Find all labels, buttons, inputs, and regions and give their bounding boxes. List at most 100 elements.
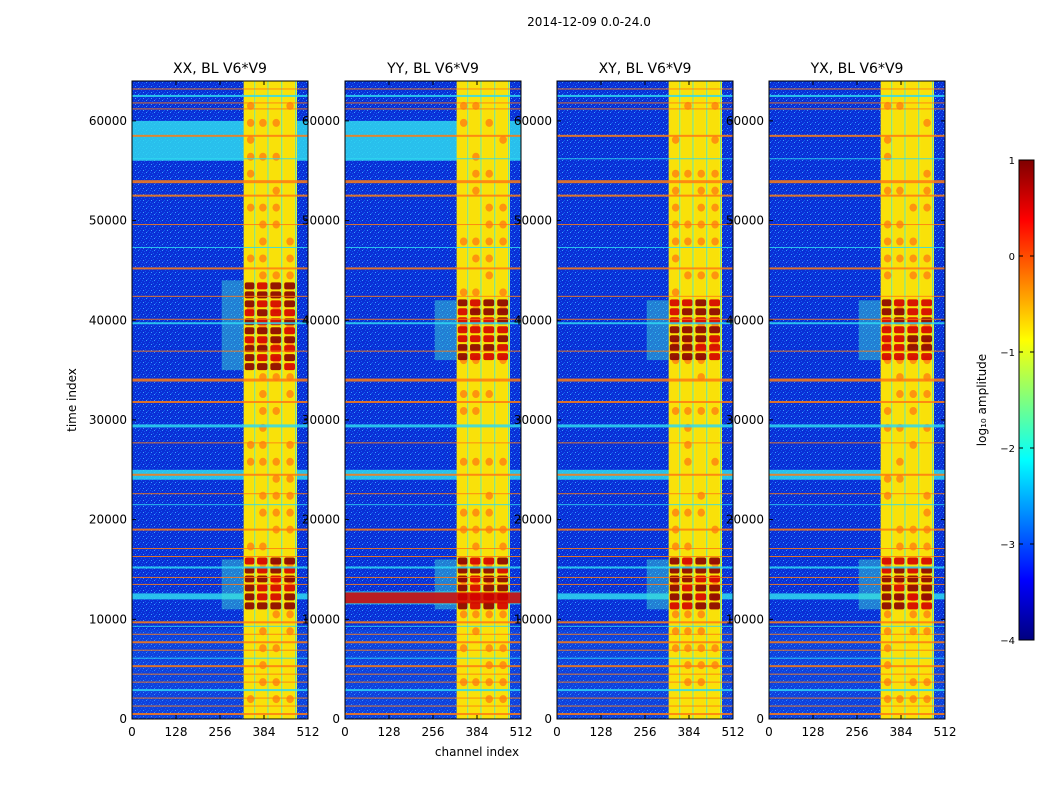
rfi-line bbox=[557, 681, 733, 683]
ripple-blob bbox=[499, 203, 507, 212]
rfi-line bbox=[132, 493, 308, 495]
colorbar-tick-label: −3 bbox=[1000, 540, 1015, 551]
ripple-blob bbox=[472, 542, 480, 551]
y-tick-label: 40000 bbox=[514, 313, 552, 327]
intensity-blob bbox=[921, 353, 933, 361]
y-tick-label: 60000 bbox=[726, 114, 764, 128]
rfi-line bbox=[769, 134, 945, 137]
ripple-blob bbox=[246, 152, 255, 161]
intensity-blob bbox=[907, 593, 919, 601]
x-tick-label: 256 bbox=[209, 725, 232, 739]
x-tick-label: 256 bbox=[846, 725, 869, 739]
rfi-line bbox=[132, 576, 308, 578]
intensity-blob bbox=[709, 326, 721, 334]
intensity-blob bbox=[270, 363, 282, 371]
intensity-blob bbox=[483, 557, 495, 565]
ripple-blob bbox=[259, 644, 267, 653]
intensity-blob bbox=[470, 299, 481, 307]
ripple-blob bbox=[883, 610, 892, 619]
rfi-line bbox=[132, 442, 308, 444]
ripple-blob bbox=[684, 457, 692, 466]
rfi-line bbox=[132, 158, 308, 160]
y-tick-label: 60000 bbox=[514, 114, 552, 128]
x-tick-label: 512 bbox=[297, 725, 320, 739]
ripple-blob bbox=[883, 152, 892, 161]
ripple-blob bbox=[711, 186, 719, 195]
intensity-blob bbox=[881, 575, 892, 583]
ripple-blob bbox=[472, 406, 480, 415]
rfi-line bbox=[345, 576, 521, 578]
rfi-line bbox=[132, 180, 308, 184]
ripple-blob bbox=[286, 440, 294, 449]
intensity-blob bbox=[244, 593, 255, 601]
intensity-blob bbox=[257, 602, 268, 610]
ripple-blob bbox=[259, 627, 267, 636]
rfi-line bbox=[557, 134, 733, 137]
intensity-blob bbox=[695, 575, 707, 583]
channel-gap bbox=[494, 81, 496, 719]
rfi-line bbox=[345, 102, 521, 104]
ripple-blob bbox=[499, 542, 507, 551]
heatmap-image bbox=[345, 81, 521, 719]
ripple-blob bbox=[671, 644, 680, 653]
intensity-blob bbox=[669, 584, 680, 592]
rfi-line bbox=[769, 224, 945, 226]
ripple-blob bbox=[909, 254, 917, 263]
intensity-blob bbox=[470, 335, 481, 343]
ripple-blob bbox=[896, 695, 904, 704]
rfi-line bbox=[557, 318, 733, 320]
intensity-blob bbox=[470, 308, 481, 316]
y-tick-label: 0 bbox=[119, 712, 127, 726]
intensity-blob bbox=[921, 557, 933, 565]
channel-subcolumn bbox=[892, 81, 904, 719]
intensity-blob bbox=[284, 282, 296, 290]
intensity-blob bbox=[270, 557, 282, 565]
rfi-line bbox=[557, 400, 733, 403]
intensity-blob bbox=[257, 309, 268, 317]
intensity-blob bbox=[470, 353, 481, 361]
rfi-line bbox=[132, 108, 308, 110]
rfi-line bbox=[345, 566, 521, 569]
panel-title: XX, BL V6*V9 bbox=[173, 61, 267, 77]
intensity-blob bbox=[483, 344, 495, 352]
ripple-blob bbox=[246, 457, 255, 466]
figure-suptitle: 2014-12-09 0.0-24.0 bbox=[527, 15, 651, 29]
ripple-blob bbox=[923, 491, 931, 500]
ripple-blob bbox=[671, 610, 680, 619]
rfi-line bbox=[345, 528, 521, 531]
channel-subcolumn bbox=[243, 81, 254, 719]
channel-gap bbox=[467, 81, 469, 719]
intensity-blob bbox=[921, 593, 933, 601]
channel-gap bbox=[254, 81, 256, 719]
ripple-blob bbox=[272, 203, 280, 212]
ripple-blob bbox=[246, 135, 255, 144]
ripple-blob bbox=[711, 457, 719, 466]
rfi-line bbox=[132, 705, 308, 707]
intensity-blob bbox=[284, 584, 296, 592]
rfi-line bbox=[557, 180, 733, 184]
heatmap-image bbox=[557, 81, 733, 719]
ripple-blob bbox=[896, 542, 904, 551]
ripple-blob bbox=[684, 237, 692, 246]
rfi-line bbox=[769, 102, 945, 104]
ripple-blob bbox=[485, 695, 493, 704]
column-halo bbox=[221, 280, 244, 371]
intensity-blob bbox=[244, 354, 255, 362]
heatmap-image bbox=[132, 81, 308, 719]
rfi-line bbox=[769, 649, 945, 651]
ripple-blob bbox=[684, 542, 692, 551]
intensity-blob bbox=[881, 353, 892, 361]
intensity-blob bbox=[257, 363, 268, 371]
x-tick-label: 128 bbox=[165, 725, 188, 739]
rfi-line bbox=[557, 295, 733, 297]
intensity-blob bbox=[894, 326, 905, 334]
ripple-blob bbox=[697, 237, 705, 246]
ripple-blob bbox=[259, 406, 267, 415]
ripple-blob bbox=[459, 508, 468, 517]
ripple-blob bbox=[472, 152, 480, 161]
x-tick-label: 128 bbox=[802, 725, 825, 739]
y-tick-label: 60000 bbox=[302, 114, 340, 128]
y-tick-label: 20000 bbox=[726, 513, 764, 527]
ripple-blob bbox=[499, 695, 507, 704]
intensity-blob bbox=[284, 575, 296, 583]
